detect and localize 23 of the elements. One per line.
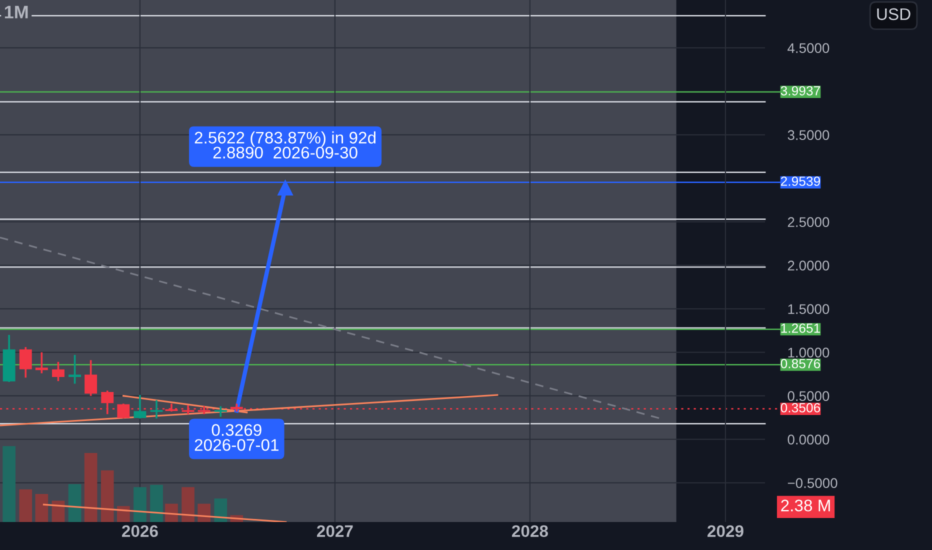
annotation: 0.3269 2026-07-01 bbox=[194, 424, 278, 451]
y-tick-label: 1.0000 bbox=[788, 348, 830, 358]
x-tick-label: 2028 bbox=[512, 525, 548, 538]
x-tick-label: 2029 bbox=[708, 525, 744, 538]
ref-line-label: 3.9937 bbox=[780, 86, 820, 96]
ref-line-label: 0.8576 bbox=[780, 358, 820, 368]
y-tick-label: 4.5000 bbox=[788, 43, 830, 54]
y-tick-label: 2.0000 bbox=[788, 260, 830, 271]
y-tick-label: −0.5000 bbox=[788, 478, 838, 488]
ref-line-label: 1.2651 bbox=[781, 323, 820, 333]
y-tick-label: 1.5000 bbox=[788, 304, 830, 314]
y-tick-label: 3.5000 bbox=[788, 130, 830, 140]
ref-line-label: 0.3506 bbox=[780, 403, 820, 412]
x-tick-label: 2026 bbox=[122, 525, 158, 538]
y-tick-label: 2.5000 bbox=[788, 217, 830, 228]
chart-title: 1M bbox=[4, 6, 28, 18]
annotation: 2.5622 (783.87%) in 92d 2.8890 2026-09-30 bbox=[194, 131, 376, 159]
text: USD bbox=[877, 8, 910, 20]
y-tick-label: 0.0000 bbox=[788, 434, 830, 445]
x-tick-label: 2027 bbox=[316, 525, 353, 538]
text: 2.38 M bbox=[781, 500, 830, 512]
ref-line-label: 2.9539 bbox=[780, 176, 820, 186]
y-tick-label: 0.5000 bbox=[788, 391, 830, 402]
